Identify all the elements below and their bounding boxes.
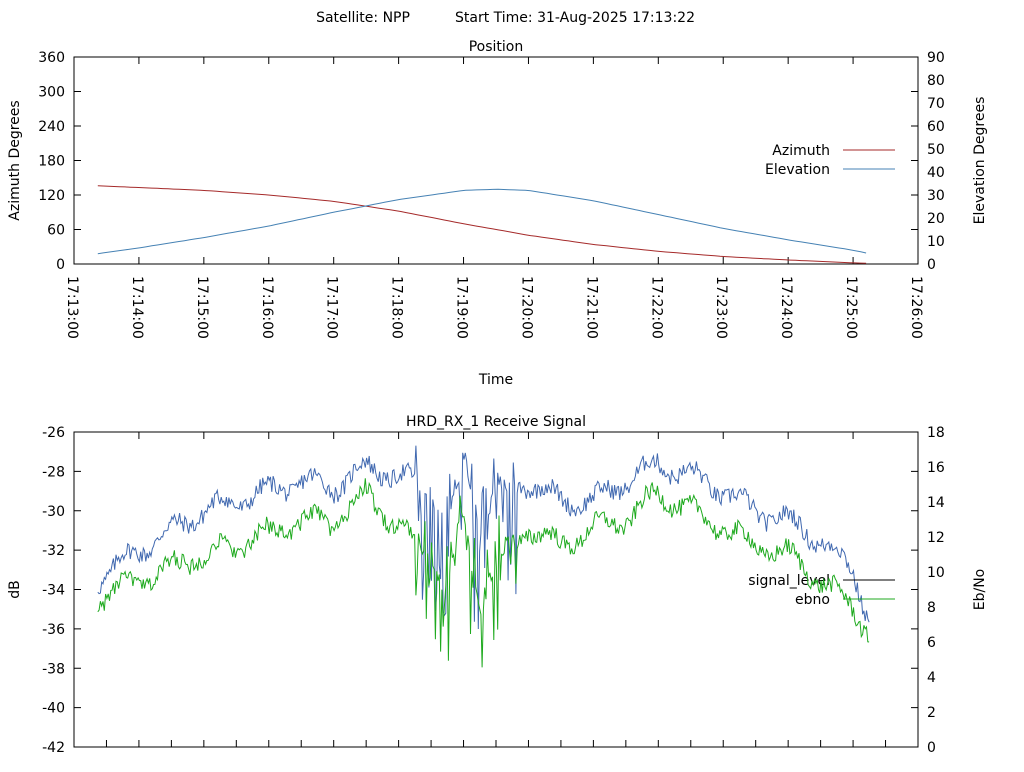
y-tick-label: -32 (42, 543, 65, 559)
y2-tick-label: 0 (927, 257, 936, 273)
y-tick-label: 60 (47, 223, 65, 239)
chart-title: Position (469, 39, 524, 55)
legend-label: signal_level (748, 573, 830, 589)
x-tick-label: 17:19:00 (454, 276, 470, 339)
y2-tick-label: 18 (927, 425, 945, 441)
position-chart: Position 0 60 120 180 240 300 360 0 10 20 30 40 50 60 7… (7, 39, 988, 388)
legend-label: ebno (795, 592, 830, 608)
y-tick-label: -30 (42, 504, 65, 520)
y-tick-label: 360 (38, 50, 65, 66)
series-line-signal-level (97, 445, 870, 630)
y2-tick-label: 16 (927, 460, 945, 476)
x-tick-label: 17:16:00 (259, 276, 275, 339)
x-tick-label: 17:17:00 (324, 276, 340, 339)
y2-tick-label: 6 (927, 635, 936, 651)
x-tick-label: 17:22:00 (648, 276, 664, 339)
y2-tick-label: 70 (927, 96, 945, 112)
y-tick-label: 0 (56, 257, 65, 273)
header-start-time: Start Time: 31-Aug-2025 17:13:22 (455, 10, 695, 26)
y2-tick-label: 90 (927, 50, 945, 66)
x-tick-label: 17:23:00 (713, 276, 729, 339)
y2-axis-label: Elevation Degrees (972, 97, 988, 225)
y2-tick-label: 14 (927, 495, 945, 511)
y2-tick-label: 8 (927, 600, 936, 616)
y2-tick-label: 2 (927, 705, 936, 721)
y-tick-label: -28 (42, 464, 65, 480)
x-tick-label: 17:24:00 (778, 276, 794, 339)
y-tick-label: 120 (38, 188, 65, 204)
series-line-azimuth (97, 185, 867, 264)
x-tick-label: 17:21:00 (583, 276, 599, 339)
plot-frame (73, 56, 919, 265)
y-axis-label: dB (7, 580, 23, 599)
legend-label: Azimuth (772, 143, 830, 159)
y-tick-label: -36 (42, 622, 65, 638)
y2-tick-label: 10 (927, 565, 945, 581)
y2-tick-label: 0 (927, 740, 936, 756)
x-tick-label: 17:15:00 (194, 276, 210, 339)
x-tick-label: 17:14:00 (129, 276, 145, 339)
series-line-ebno (97, 478, 870, 668)
y2-tick-label: 12 (927, 530, 945, 546)
y2-tick-label: 10 (927, 234, 945, 250)
x-axis-label: Time (478, 372, 513, 388)
y2-tick-label: 20 (927, 211, 945, 227)
y-tick-label: -34 (42, 583, 65, 599)
y2-tick-label: 30 (927, 188, 945, 204)
y-tick-label: 240 (38, 119, 65, 135)
x-tick-label: 17:18:00 (389, 276, 405, 339)
receive-signal-chart: HRD_RX_1 Receive Signal -42 -40 -38 -36 -34 -3… (7, 414, 988, 756)
y2-tick-label: 50 (927, 142, 945, 158)
header-satellite: Satellite: NPP (316, 10, 410, 26)
y2-tick-label: 60 (927, 119, 945, 135)
y2-tick-label: 4 (927, 670, 936, 686)
y2-axis-label: Eb/No (972, 569, 988, 611)
y-tick-label: 300 (38, 85, 65, 101)
legend-label: Elevation (765, 162, 830, 178)
y-tick-label: -40 (42, 701, 65, 717)
y2-tick-label: 40 (927, 165, 945, 181)
x-tick-label: 17:20:00 (518, 276, 534, 339)
y-tick-label: -26 (42, 425, 65, 441)
y-tick-label: -42 (42, 740, 65, 756)
x-tick-label: 17:26:00 (908, 276, 924, 339)
x-tick-label: 17:25:00 (843, 276, 859, 339)
y-tick-label: 180 (38, 154, 65, 170)
x-tick-label: 17:13:00 (64, 276, 80, 339)
plot-frame (73, 431, 919, 748)
y-tick-label: -38 (42, 661, 65, 677)
series-line-elevation (97, 188, 867, 255)
y2-tick-label: 80 (927, 73, 945, 89)
y-axis-label: Azimuth Degrees (7, 100, 23, 220)
chart-title: HRD_RX_1 Receive Signal (406, 414, 586, 430)
